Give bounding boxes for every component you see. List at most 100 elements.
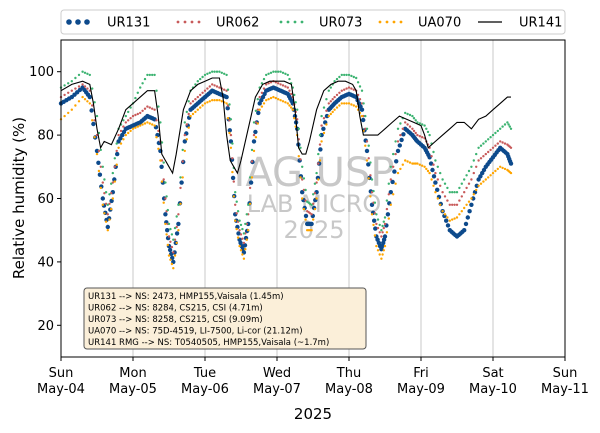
data-point bbox=[86, 72, 89, 76]
data-point bbox=[215, 85, 219, 88]
data-point bbox=[372, 218, 377, 223]
data-point bbox=[494, 131, 497, 135]
data-point bbox=[418, 163, 421, 166]
series-ur141 bbox=[60, 77, 511, 175]
data-point bbox=[385, 207, 389, 211]
data-point bbox=[91, 104, 94, 107]
data-point bbox=[163, 212, 168, 217]
data-point bbox=[478, 174, 483, 179]
data-point bbox=[451, 203, 454, 206]
data-point bbox=[182, 139, 187, 144]
data-point bbox=[235, 200, 238, 203]
data-point bbox=[362, 102, 365, 105]
data-point bbox=[358, 85, 362, 88]
data-point bbox=[436, 178, 439, 181]
data-point bbox=[290, 106, 293, 109]
data-point bbox=[170, 262, 174, 266]
data-point bbox=[491, 171, 495, 175]
data-point bbox=[115, 163, 118, 166]
data-point bbox=[467, 182, 471, 185]
data-point bbox=[317, 178, 320, 181]
data-point bbox=[482, 180, 485, 183]
data-point bbox=[340, 89, 343, 92]
y-tick-label: 100 bbox=[29, 65, 54, 80]
series-ua070 bbox=[59, 95, 513, 270]
data-point bbox=[399, 122, 402, 125]
data-point bbox=[325, 98, 328, 101]
data-point bbox=[248, 186, 252, 190]
legend-swatch bbox=[286, 20, 290, 24]
data-point bbox=[376, 218, 380, 221]
data-point bbox=[143, 122, 147, 125]
data-point bbox=[88, 73, 92, 77]
data-point bbox=[401, 132, 406, 137]
data-point bbox=[238, 244, 241, 248]
data-point bbox=[448, 191, 451, 194]
data-point bbox=[455, 216, 459, 219]
data-point bbox=[215, 70, 219, 73]
data-point bbox=[101, 181, 105, 184]
data-point bbox=[213, 84, 216, 87]
data-point bbox=[383, 222, 387, 226]
data-point bbox=[199, 77, 202, 81]
data-point bbox=[167, 247, 173, 253]
data-point bbox=[159, 164, 164, 169]
data-point bbox=[220, 71, 223, 75]
data-point bbox=[463, 221, 469, 227]
data-point bbox=[244, 248, 247, 251]
data-point bbox=[373, 234, 377, 237]
data-point bbox=[162, 201, 165, 204]
data-point bbox=[290, 92, 293, 96]
data-point bbox=[467, 209, 472, 214]
data-point bbox=[136, 125, 139, 128]
data-point bbox=[162, 178, 165, 181]
data-point bbox=[179, 176, 182, 179]
data-point bbox=[242, 243, 248, 248]
data-point bbox=[196, 95, 199, 99]
data-point bbox=[218, 86, 221, 89]
data-point bbox=[256, 98, 259, 101]
data-point bbox=[252, 133, 256, 137]
data-point bbox=[254, 109, 258, 113]
data-point bbox=[408, 161, 412, 164]
data-point bbox=[355, 105, 358, 108]
data-point bbox=[169, 240, 172, 243]
data-point bbox=[213, 99, 216, 102]
data-point bbox=[122, 138, 125, 141]
legend-swatch bbox=[300, 20, 304, 24]
data-point bbox=[223, 72, 226, 76]
data-point bbox=[418, 122, 421, 125]
data-point bbox=[482, 155, 485, 158]
data-point bbox=[364, 144, 367, 147]
legend-swatch bbox=[279, 20, 283, 24]
data-point bbox=[496, 129, 499, 133]
data-point bbox=[394, 140, 397, 143]
legend-swatch bbox=[399, 20, 403, 24]
legend-frame bbox=[60, 9, 566, 35]
data-point bbox=[288, 89, 291, 92]
data-point bbox=[347, 86, 351, 89]
data-point bbox=[194, 110, 197, 114]
data-point bbox=[345, 87, 348, 90]
data-point bbox=[414, 119, 417, 122]
data-point bbox=[274, 70, 277, 73]
data-point bbox=[256, 110, 261, 116]
data-point bbox=[312, 193, 315, 196]
data-point bbox=[399, 167, 402, 171]
data-point bbox=[293, 117, 296, 120]
annotation-line: UA070 --> NS: 75D-4519, LI-7500, Li-cor … bbox=[88, 327, 303, 337]
data-point bbox=[331, 98, 334, 101]
data-point bbox=[124, 114, 128, 118]
data-point bbox=[241, 237, 244, 240]
data-point bbox=[70, 89, 74, 92]
data-point bbox=[489, 136, 492, 139]
data-point bbox=[352, 104, 355, 107]
data-point bbox=[157, 147, 160, 150]
data-point bbox=[187, 112, 190, 116]
series-ur073 bbox=[59, 70, 513, 241]
data-point bbox=[223, 88, 226, 91]
data-point bbox=[120, 132, 125, 138]
data-point bbox=[113, 165, 117, 168]
data-point bbox=[367, 144, 370, 147]
